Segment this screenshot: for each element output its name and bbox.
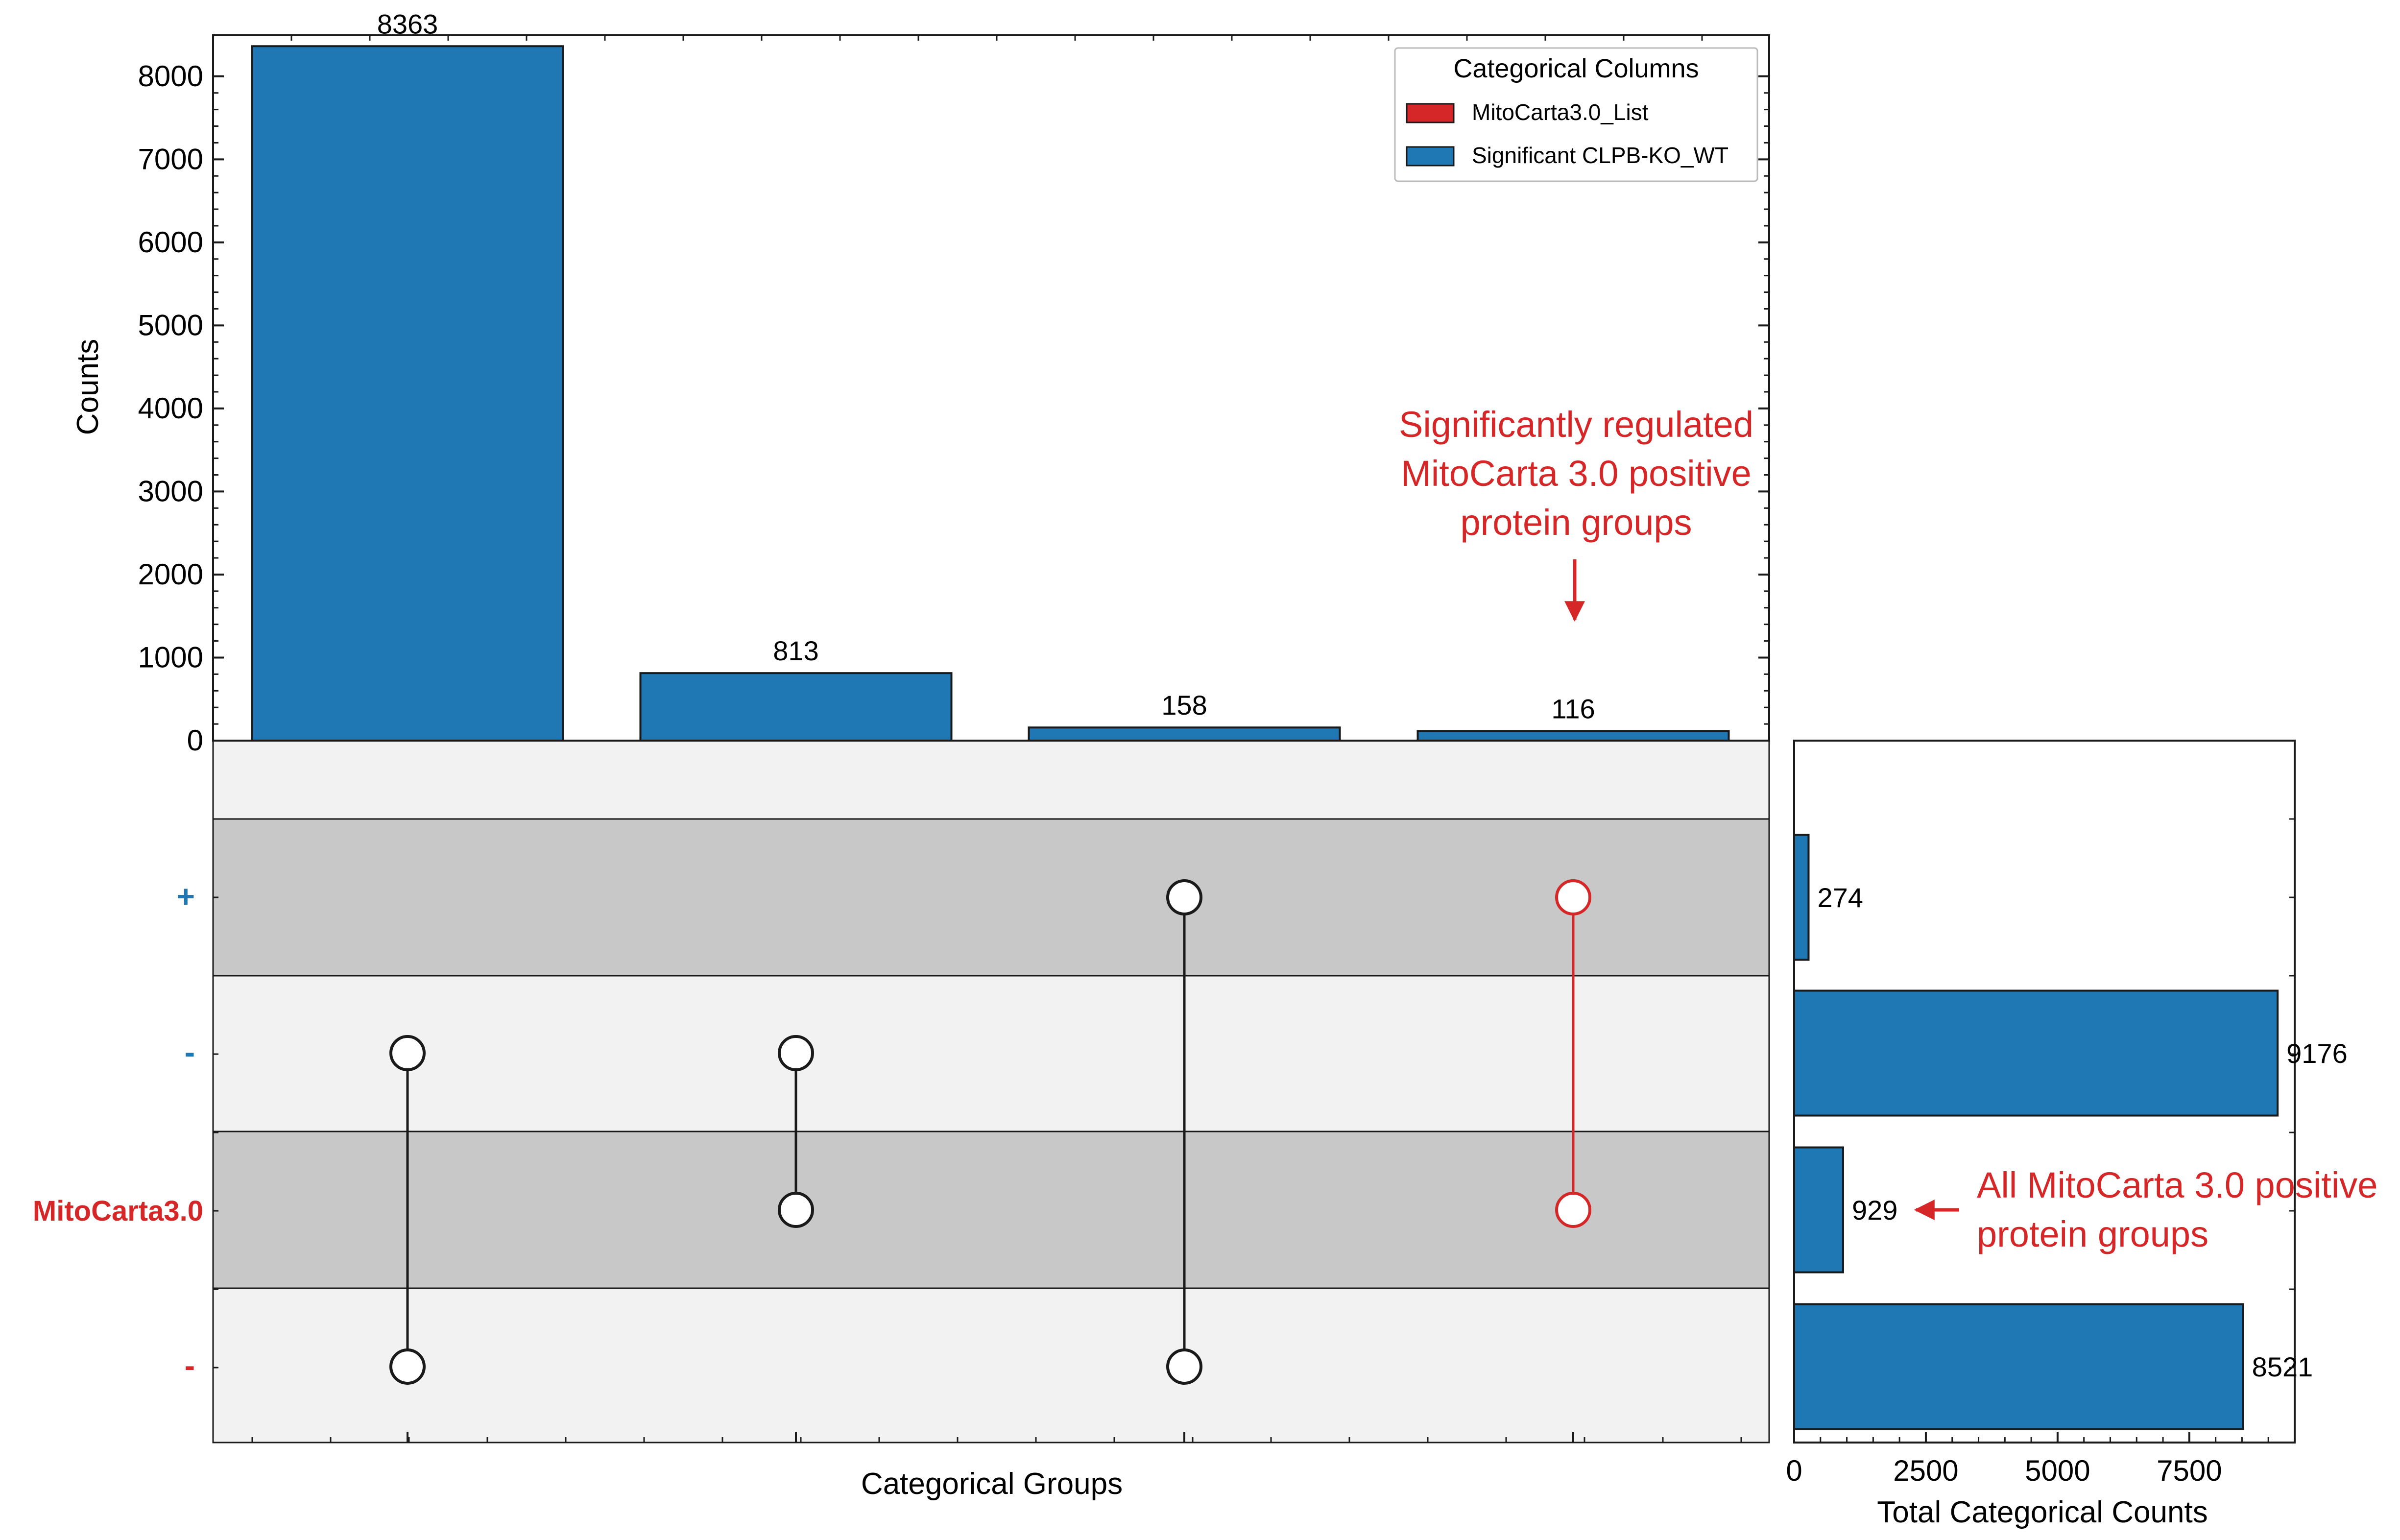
intersection-bar-3 [1028, 726, 1341, 742]
y-tick-label-0: 0 [187, 724, 203, 757]
y-tick-label-8000: 8000 [138, 60, 203, 93]
intersection-y-axis: 0 1000 2000 3000 4000 5000 6000 7000 8000 [138, 35, 1769, 757]
legend-label-significant: Significant CLPB-KO_WT [1472, 143, 1728, 168]
annotation-2-line-2: protein groups [1977, 1214, 2208, 1254]
bar-plot-frame [212, 34, 1770, 742]
y-tick-label-1000: 1000 [138, 641, 203, 674]
totals-tick-label-0: 0 [1786, 1454, 1802, 1487]
intersection-bars: 8363 813 158 116 [212, 8, 1770, 742]
y-tick-label-3000: 3000 [138, 475, 203, 507]
intersection-bar-label-3: 158 [1161, 690, 1207, 721]
totals-chart: 274 9176 929 8521 0 2500 5000 7500 [1786, 740, 2348, 1487]
y-tick-label-5000: 5000 [138, 309, 203, 341]
annotation-1-line-1: Significantly regulated [1399, 404, 1753, 445]
matrix-row-labels: + - MitoCarta3.0 - [33, 879, 203, 1383]
matrix-row-label-3: - [185, 1035, 195, 1070]
intersection-bar-label-4: 116 [1551, 693, 1595, 724]
intersection-bar-2 [639, 672, 953, 742]
total-bar-3 [1793, 1146, 1844, 1274]
legend-swatch-significant [1406, 146, 1455, 167]
annotation-significant-mitocarta: Significantly regulated MitoCarta 3.0 po… [1399, 404, 1753, 622]
intersection-matrix [213, 818, 1742, 1443]
legend-swatch-mitocarta [1406, 103, 1455, 123]
matrix-band-5 [212, 1287, 1770, 1444]
total-bar-2 [1793, 989, 2279, 1117]
y-tick-label-4000: 4000 [138, 392, 203, 425]
matrix-dot-col4-row2 [1555, 879, 1591, 915]
matrix-band-1 [212, 740, 1770, 820]
intersection-bar-label-1: 8363 [377, 8, 438, 39]
legend-frame [1394, 47, 1758, 182]
totals-tick-label-7500: 7500 [2157, 1454, 2222, 1487]
y-tick-label-6000: 6000 [138, 226, 203, 259]
intersection-bar-4 [1416, 730, 1730, 742]
matrix-band-2 [212, 818, 1770, 977]
matrix-bands [212, 740, 1770, 1444]
matrix-row-label-5: - [185, 1348, 195, 1383]
matrix-dot-col2-row3 [778, 1035, 814, 1071]
x-axis-label: Categorical Groups [861, 1467, 1123, 1501]
matrix-dot-col3-row2 [1166, 879, 1202, 915]
matrix-dot-col3-row5 [1166, 1348, 1202, 1385]
legend: Categorical Columns MitoCarta3.0_List Si… [1394, 47, 1758, 182]
total-bar-1 [1793, 834, 1810, 961]
intersection-bar-1 [251, 45, 564, 742]
legend-title: Categorical Columns [1453, 54, 1699, 83]
total-bar-label-3: 929 [1852, 1195, 1897, 1226]
annotation-2-line-1: All MitoCarta 3.0 positive [1977, 1165, 2377, 1205]
matrix-band-4 [212, 1131, 1770, 1289]
totals-x-axis-label: Total Categorical Counts [1877, 1495, 2208, 1529]
y-tick-label-7000: 7000 [138, 143, 203, 175]
matrix-dot-col1-row3 [389, 1035, 426, 1071]
matrix-row-label-4: MitoCarta3.0 [33, 1195, 203, 1227]
total-bar-4 [1793, 1303, 2244, 1430]
total-bar-label-1: 274 [1817, 882, 1863, 913]
intersection-bar-label-2: 813 [773, 635, 818, 666]
y-tick-label-2000: 2000 [138, 558, 203, 591]
annotation-all-mitocarta: All MitoCarta 3.0 positive protein group… [1914, 1165, 2377, 1254]
totals-tick-label-5000: 5000 [2025, 1454, 2090, 1487]
annotation-1-line-2: MitoCarta 3.0 positive [1401, 453, 1752, 494]
matrix-dot-col2-row4 [778, 1192, 814, 1228]
total-bar-label-4: 8521 [2252, 1351, 2313, 1382]
matrix-band-3 [212, 975, 1770, 1132]
matrix-dot-col1-row5 [389, 1348, 426, 1385]
matrix-dot-col4-row4 [1555, 1192, 1591, 1228]
annotation-1-line-3: protein groups [1460, 502, 1692, 543]
totals-tick-label-2500: 2500 [1893, 1454, 1958, 1487]
legend-label-mitocarta: MitoCarta3.0_List [1472, 99, 1649, 125]
matrix-row-label-2: + [177, 879, 195, 914]
y-axis-label: Counts [71, 339, 105, 435]
total-bar-label-2: 9176 [2286, 1038, 2348, 1069]
